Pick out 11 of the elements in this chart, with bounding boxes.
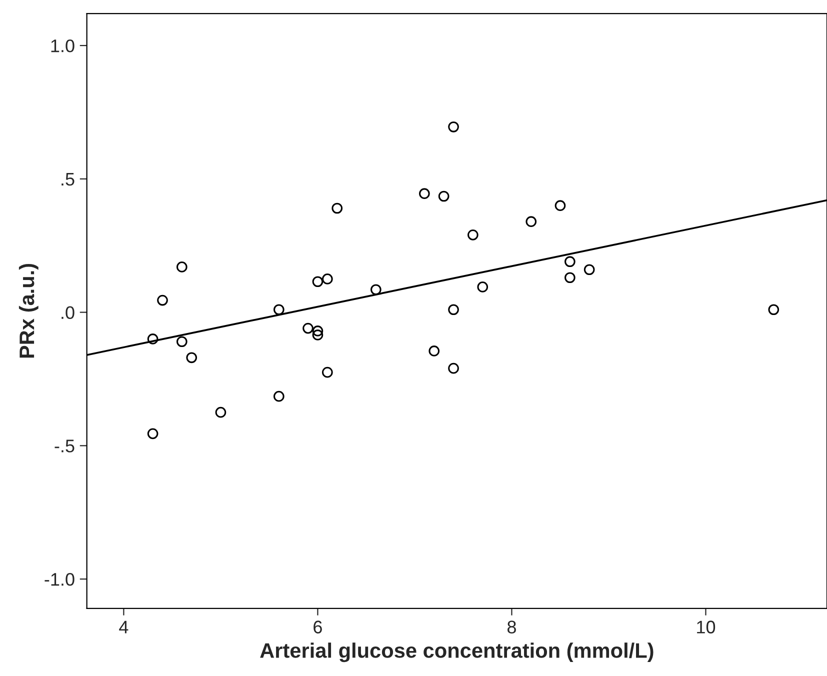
y-tick-label: .5	[62, 173, 74, 186]
y-tick-label: .0	[62, 306, 74, 320]
y-tick-label: 1.0	[51, 39, 74, 52]
y-axis-title: PRx (a.u.)	[18, 264, 38, 358]
x-tick-label: 6	[314, 620, 322, 634]
y-tick-label: -.5	[54, 440, 74, 452]
x-tick-label: 8	[507, 620, 516, 634]
y-tick-label: -1.0	[44, 572, 74, 586]
x-tick-label: 10	[697, 620, 716, 634]
x-tick-label: 4	[119, 620, 128, 634]
x-axis-title: Arterial glucose concentration (mmol/L)	[260, 642, 654, 662]
